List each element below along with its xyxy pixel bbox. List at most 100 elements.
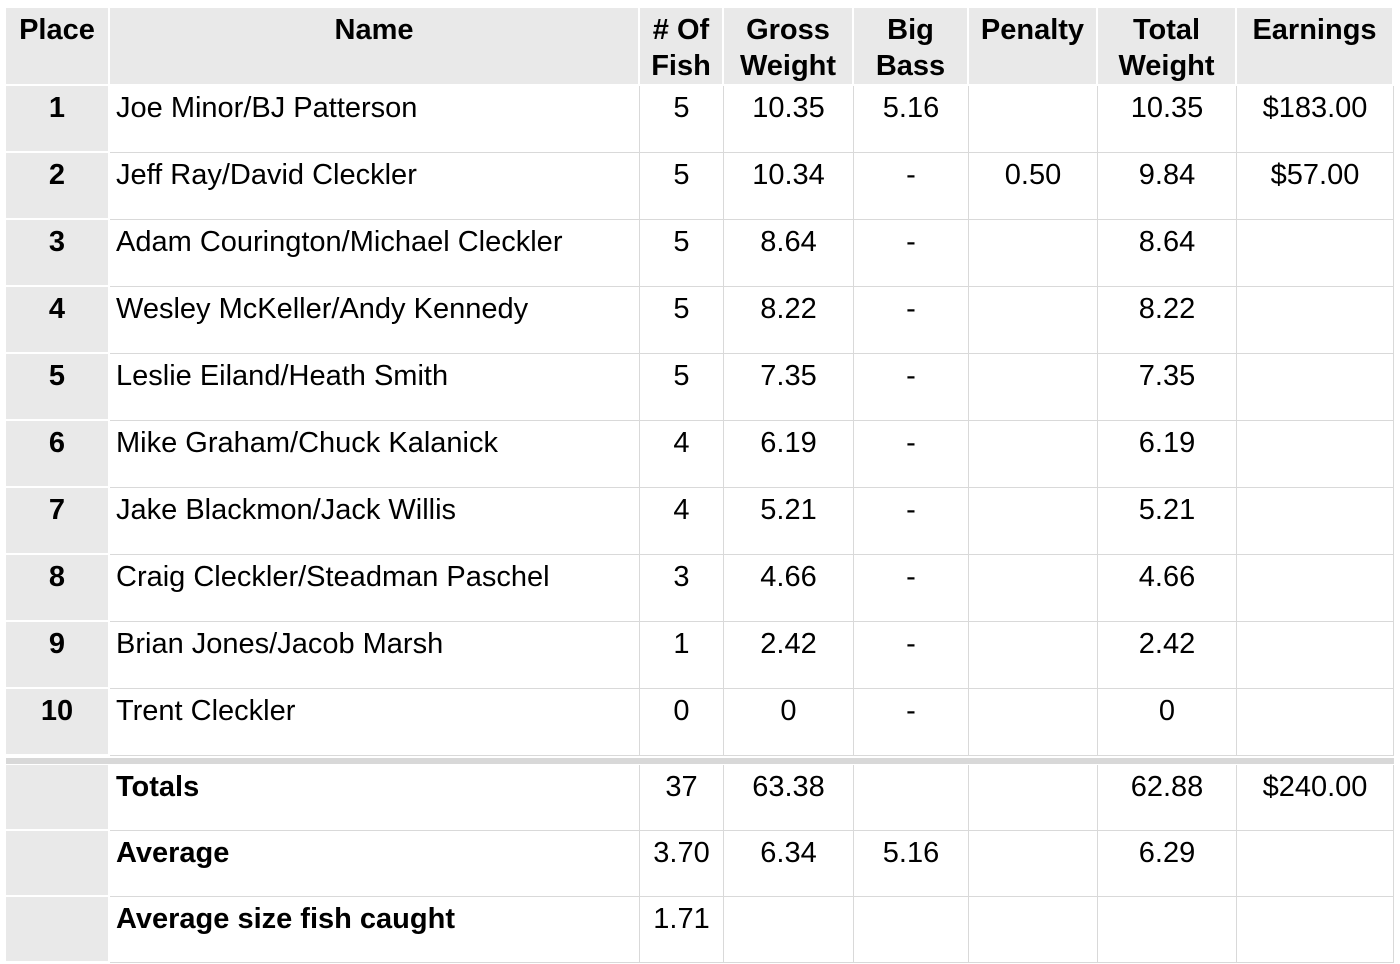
fish-count-cell: 4 [640, 488, 724, 555]
penalty-cell [969, 488, 1098, 555]
place-cell: 3 [6, 220, 110, 287]
total-weight-cell: 4.66 [1098, 555, 1237, 622]
big-bass-cell: - [854, 287, 969, 354]
gross-weight-cell: 2.42 [724, 622, 854, 689]
gross-weight-cell: 5.21 [724, 488, 854, 555]
fish-count-cell: 1.71 [640, 897, 724, 963]
total-weight-cell: 10.35 [1098, 86, 1237, 153]
gross-weight-cell [724, 897, 854, 963]
place-cell: 10 [6, 689, 110, 756]
total-weight-cell: 8.64 [1098, 220, 1237, 287]
name-cell: Jake Blackmon/Jack Willis [110, 488, 640, 555]
big-bass-cell: - [854, 153, 969, 220]
name-cell: Mike Graham/Chuck Kalanick [110, 421, 640, 488]
summary-label: Totals [110, 765, 640, 831]
place-cell: 6 [6, 421, 110, 488]
summary-label: Average size fish caught [110, 897, 640, 963]
earnings-cell [1237, 555, 1394, 622]
place-cell: 2 [6, 153, 110, 220]
fish-count-cell: 5 [640, 86, 724, 153]
total-weight-cell: 2.42 [1098, 622, 1237, 689]
name-cell: Craig Cleckler/Steadman Paschel [110, 555, 640, 622]
name-cell: Jeff Ray/David Cleckler [110, 153, 640, 220]
table-row: 6 Mike Graham/Chuck Kalanick 4 6.19 - 6.… [6, 421, 1394, 488]
place-cell: 4 [6, 287, 110, 354]
results-table-body: 1 Joe Minor/BJ Patterson 5 10.35 5.16 10… [6, 86, 1394, 756]
big-bass-cell: - [854, 421, 969, 488]
name-cell: Brian Jones/Jacob Marsh [110, 622, 640, 689]
table-header-row: Place Name # Of Fish Gross Weight Big Ba… [6, 8, 1394, 86]
earnings-cell: $57.00 [1237, 153, 1394, 220]
table-row: 10 Trent Cleckler 0 0 - 0 [6, 689, 1394, 756]
earnings-cell [1237, 831, 1394, 897]
earnings-cell: $240.00 [1237, 765, 1394, 831]
total-weight-cell: 8.22 [1098, 287, 1237, 354]
place-cell: 8 [6, 555, 110, 622]
gross-weight-cell: 7.35 [724, 354, 854, 421]
fish-count-cell: 5 [640, 354, 724, 421]
average-row: Average 3.70 6.34 5.16 6.29 [6, 831, 1394, 897]
column-header-fish-count: # Of Fish [640, 8, 724, 86]
gross-weight-cell: 4.66 [724, 555, 854, 622]
total-weight-cell: 0 [1098, 689, 1237, 756]
place-cell: 5 [6, 354, 110, 421]
penalty-cell [969, 354, 1098, 421]
penalty-cell [969, 831, 1098, 897]
total-weight-cell: 9.84 [1098, 153, 1237, 220]
fish-count-cell: 5 [640, 287, 724, 354]
fish-count-cell: 5 [640, 220, 724, 287]
fish-count-cell: 5 [640, 153, 724, 220]
summary-label: Average [110, 831, 640, 897]
fish-count-cell: 37 [640, 765, 724, 831]
earnings-cell: $183.00 [1237, 86, 1394, 153]
table-row: 2 Jeff Ray/David Cleckler 5 10.34 - 0.50… [6, 153, 1394, 220]
gross-weight-cell: 10.34 [724, 153, 854, 220]
earnings-cell [1237, 622, 1394, 689]
column-header-place: Place [6, 8, 110, 86]
earnings-cell [1237, 220, 1394, 287]
fish-count-cell: 3.70 [640, 831, 724, 897]
penalty-cell [969, 897, 1098, 963]
name-cell: Adam Courington/Michael Cleckler [110, 220, 640, 287]
big-bass-cell: - [854, 689, 969, 756]
column-header-name: Name [110, 8, 640, 86]
total-weight-cell: 62.88 [1098, 765, 1237, 831]
earnings-cell [1237, 354, 1394, 421]
table-row: 1 Joe Minor/BJ Patterson 5 10.35 5.16 10… [6, 86, 1394, 153]
earnings-cell [1237, 897, 1394, 963]
penalty-cell: 0.50 [969, 153, 1098, 220]
penalty-cell [969, 86, 1098, 153]
big-bass-cell [854, 765, 969, 831]
name-cell: Trent Cleckler [110, 689, 640, 756]
earnings-cell [1237, 689, 1394, 756]
column-header-total-weight: Total Weight [1098, 8, 1237, 86]
gross-weight-cell: 6.19 [724, 421, 854, 488]
big-bass-cell: - [854, 354, 969, 421]
average-size-row: Average size fish caught 1.71 [6, 897, 1394, 963]
penalty-cell [969, 421, 1098, 488]
fish-count-cell: 4 [640, 421, 724, 488]
fish-count-cell: 3 [640, 555, 724, 622]
table-row: 4 Wesley McKeller/Andy Kennedy 5 8.22 - … [6, 287, 1394, 354]
gross-weight-cell: 10.35 [724, 86, 854, 153]
name-cell: Wesley McKeller/Andy Kennedy [110, 287, 640, 354]
table-row: 3 Adam Courington/Michael Cleckler 5 8.6… [6, 220, 1394, 287]
name-cell: Joe Minor/BJ Patterson [110, 86, 640, 153]
big-bass-cell: 5.16 [854, 831, 969, 897]
table-row: 7 Jake Blackmon/Jack Willis 4 5.21 - 5.2… [6, 488, 1394, 555]
total-weight-cell: 5.21 [1098, 488, 1237, 555]
table-row: 5 Leslie Eiland/Heath Smith 5 7.35 - 7.3… [6, 354, 1394, 421]
column-header-earnings: Earnings [1237, 8, 1394, 86]
column-header-penalty: Penalty [969, 8, 1098, 86]
totals-row: Totals 37 63.38 62.88 $240.00 [6, 765, 1394, 831]
big-bass-cell: - [854, 220, 969, 287]
penalty-cell [969, 555, 1098, 622]
big-bass-cell: - [854, 622, 969, 689]
gross-weight-cell: 63.38 [724, 765, 854, 831]
table-row: 8 Craig Cleckler/Steadman Paschel 3 4.66… [6, 555, 1394, 622]
penalty-cell [969, 220, 1098, 287]
gross-weight-cell: 6.34 [724, 831, 854, 897]
place-cell: 1 [6, 86, 110, 153]
name-cell: Leslie Eiland/Heath Smith [110, 354, 640, 421]
total-weight-cell [1098, 897, 1237, 963]
